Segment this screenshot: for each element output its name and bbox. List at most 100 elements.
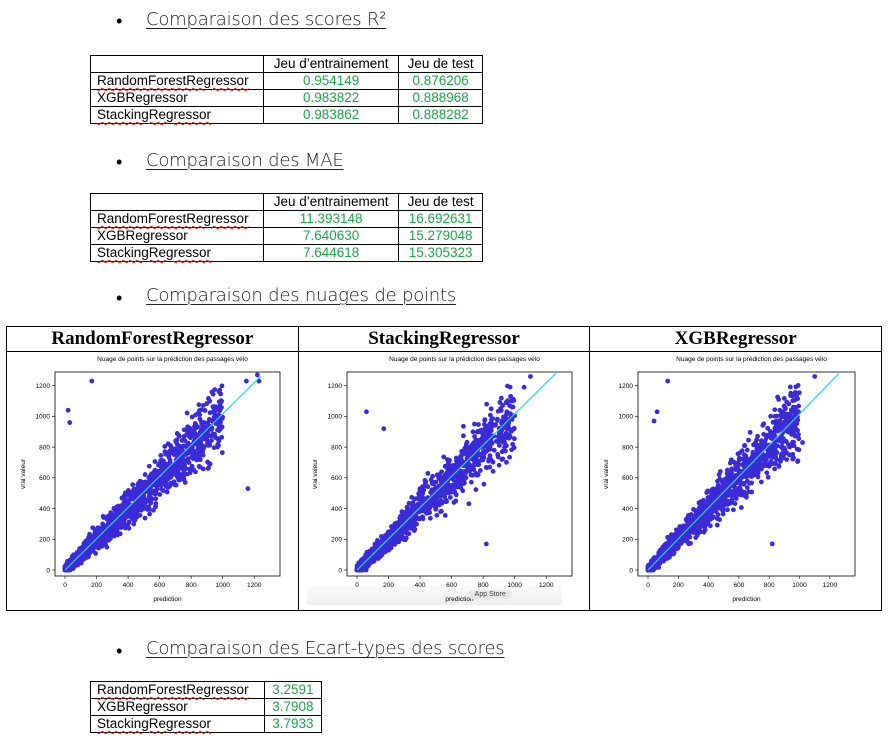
scatter-point	[787, 444, 793, 450]
scatter-point	[721, 491, 727, 497]
scatter-point	[122, 525, 128, 531]
scatter-point	[737, 478, 742, 484]
train-score: 7.640630	[262, 227, 400, 245]
scatter-point	[707, 509, 713, 514]
scatter-point	[191, 467, 196, 473]
scatter-point	[686, 515, 692, 521]
scatter-point	[726, 491, 731, 497]
scatter-point	[201, 435, 206, 441]
scatter-point	[130, 482, 136, 488]
scatter-point	[446, 490, 452, 496]
scatter-point	[93, 550, 99, 556]
x-tick-label: 600	[446, 582, 457, 589]
x-tick-label: 1000	[215, 582, 230, 589]
scatter-point	[147, 488, 153, 494]
scatter-point	[188, 435, 193, 441]
x-tick-label: 200	[91, 582, 102, 589]
scatter-point	[499, 449, 505, 455]
scatter-point	[136, 499, 141, 504]
scatter-point	[440, 483, 446, 489]
scatter-point	[152, 504, 158, 510]
table-std: RandomForestRegressor 3.2591 XGBRegresso…	[90, 681, 323, 733]
reference-line	[647, 372, 840, 571]
scatter-point	[761, 421, 767, 427]
scatter-point	[158, 464, 164, 470]
scatter-point	[174, 437, 180, 443]
scatter-point	[204, 435, 210, 441]
scatter-point	[498, 395, 504, 401]
scatter-point	[447, 495, 453, 500]
scatter-point	[766, 449, 772, 455]
model-name: RandomForestRegressor	[90, 681, 265, 699]
scatter-point	[725, 470, 730, 476]
scatter-point	[784, 411, 790, 417]
scatter-point	[796, 403, 802, 409]
scatter-point	[213, 435, 219, 440]
scatter-point	[783, 449, 789, 455]
scatter-point	[402, 537, 408, 543]
scatter-point	[388, 538, 394, 543]
scatter-point	[195, 451, 201, 457]
scatter-point	[503, 459, 509, 465]
x-tick-label: 1000	[793, 582, 808, 589]
scatter-point	[87, 531, 92, 537]
scatter-point	[511, 445, 517, 451]
scatter-point	[782, 406, 788, 412]
scatter-point	[671, 551, 677, 557]
scatter-point	[504, 409, 509, 415]
scatter-point	[395, 520, 400, 526]
scatter-point	[219, 434, 225, 440]
scatter-point	[176, 466, 182, 471]
scatter-point	[147, 511, 152, 517]
table-row: StackingRegressor 3.7933	[90, 715, 323, 733]
header-test: Jeu de test	[398, 55, 483, 73]
scatter-point	[746, 437, 752, 443]
scatter-point	[782, 445, 788, 451]
scatter-point	[521, 384, 527, 390]
model-name: StackingRegressor	[90, 106, 264, 124]
test-score: 15.305323	[398, 244, 483, 262]
scatter-point	[422, 500, 428, 506]
plot-cell-xgb: XGBRegressor Nuage de points sur la préd…	[590, 327, 882, 610]
scatter-point	[752, 451, 758, 456]
scatter-point	[466, 463, 472, 469]
scatter-point	[738, 492, 744, 498]
scatter-point	[460, 463, 466, 469]
scatter-point	[487, 453, 493, 459]
scatter-point	[158, 453, 164, 458]
scatter-point	[213, 404, 219, 410]
scatter-point	[774, 413, 780, 419]
plot-frame	[346, 371, 573, 577]
scatter-point	[461, 447, 467, 453]
scatter-point	[665, 378, 671, 384]
scatter-point	[185, 424, 190, 430]
plot-cell-title: RandomForestRegressor	[7, 327, 298, 352]
scatter-point	[504, 399, 510, 404]
table-row: StackingRegressor 0.983862 0.888282	[90, 106, 483, 124]
scatter-point	[790, 393, 796, 399]
scatter-point	[767, 462, 773, 468]
scatter-point	[775, 394, 781, 400]
scatter-point	[796, 436, 802, 442]
scatter-point	[95, 528, 101, 534]
scatter-point	[142, 472, 148, 477]
scatter-point	[497, 400, 503, 405]
scatter-point	[710, 490, 716, 496]
scatter-point	[138, 502, 144, 508]
scatter-point	[702, 523, 708, 529]
scatter-point	[116, 524, 121, 530]
plot-cell-randomforest: RandomForestRegressor Nuage de points su…	[7, 327, 299, 610]
scatter-point	[89, 378, 95, 384]
scatter-point	[133, 503, 139, 509]
scatter-point	[173, 482, 179, 488]
scatter-point	[196, 464, 202, 469]
scatter-point	[483, 401, 489, 407]
scatter-point	[706, 500, 711, 506]
plot-frame	[54, 371, 281, 577]
scatter-point	[90, 525, 96, 531]
scatter-point	[147, 507, 152, 512]
app-store-button[interactable]: App Store	[468, 590, 512, 599]
y-tick-label: 800	[331, 444, 342, 451]
scatter-chart-stacking: Nuage de points sur la prédiction des pa…	[312, 356, 573, 603]
scatter-point	[101, 515, 107, 520]
